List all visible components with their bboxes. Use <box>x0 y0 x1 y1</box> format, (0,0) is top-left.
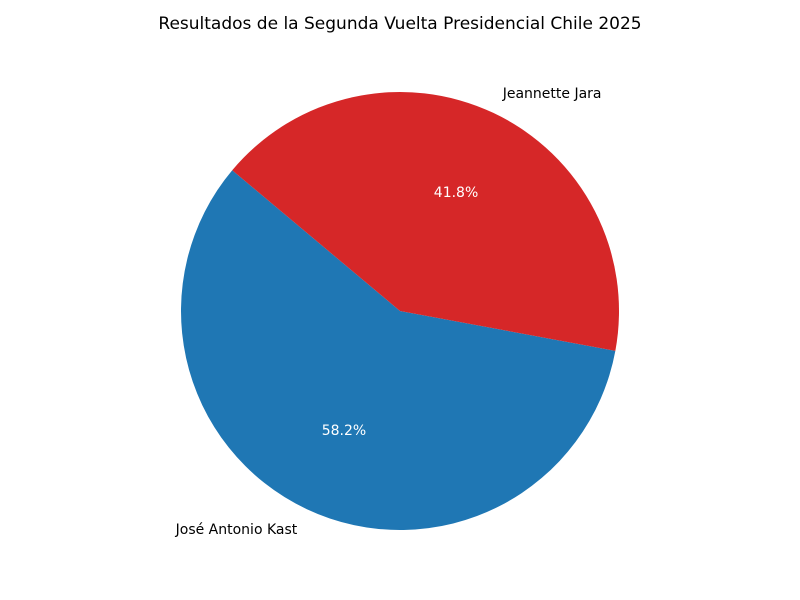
chart-title: Resultados de la Segunda Vuelta Presiden… <box>158 14 641 34</box>
slice-label-jose-antonio-kast: José Antonio Kast <box>175 522 298 538</box>
pie-slices <box>181 92 620 531</box>
slice-percent-jeannette-jara: 41.8% <box>434 185 478 201</box>
pie-slice-jeannette-jara <box>232 92 620 351</box>
slice-label-jeannette-jara: Jeannette Jara <box>502 86 602 102</box>
pie-slice-jose-antonio-kast <box>181 170 616 531</box>
pie-labels: José Antonio Kast 58.2% Jeannette Jara 41.8… <box>175 86 602 538</box>
slice-percent-jose-antonio-kast: 58.2% <box>322 423 366 439</box>
